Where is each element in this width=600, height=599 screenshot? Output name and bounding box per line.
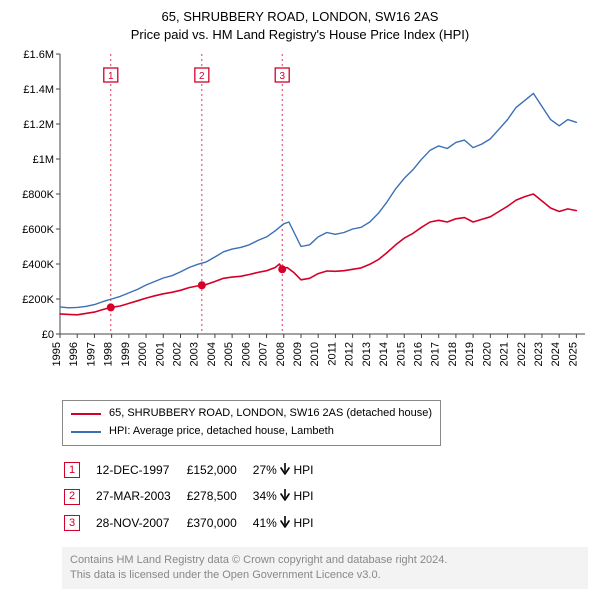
svg-text:£400K: £400K <box>22 259 54 271</box>
svg-text:£0: £0 <box>42 329 54 341</box>
svg-text:2005: 2005 <box>223 342 235 366</box>
footer-note: Contains HM Land Registry data © Crown c… <box>62 547 588 589</box>
svg-text:2000: 2000 <box>137 342 149 366</box>
svg-text:2013: 2013 <box>361 342 373 366</box>
svg-text:£600K: £600K <box>22 224 54 236</box>
legend-label: HPI: Average price, detached house, Lamb… <box>109 423 334 441</box>
legend-swatch <box>71 413 101 415</box>
svg-text:2011: 2011 <box>326 342 338 366</box>
footer-line1: Contains HM Land Registry data © Crown c… <box>70 553 580 568</box>
sale-price: £152,000 <box>187 458 251 483</box>
svg-text:2012: 2012 <box>344 342 356 366</box>
chart: £0 £200K £400K £600K £800K £1M £1.2M £1.4M £1.6M… <box>10 44 590 394</box>
svg-text:£1.2M: £1.2M <box>23 119 54 131</box>
sale-date: 28-NOV-2007 <box>96 511 185 536</box>
svg-text:£800K: £800K <box>22 189 54 201</box>
title-address: 65, SHRUBBERY ROAD, LONDON, SW16 2AS <box>10 8 590 26</box>
svg-text:£1.6M: £1.6M <box>23 49 54 61</box>
sale-marker-icon: 2 <box>64 489 80 505</box>
svg-text:1999: 1999 <box>120 342 132 366</box>
legend: 65, SHRUBBERY ROAD, LONDON, SW16 2AS (de… <box>62 400 441 445</box>
svg-text:2020: 2020 <box>481 342 493 366</box>
sale-row: 3 28-NOV-2007£370,00041% HPI <box>64 511 327 536</box>
svg-text:2001: 2001 <box>154 342 166 366</box>
svg-text:2025: 2025 <box>567 342 579 366</box>
legend-item: 65, SHRUBBERY ROAD, LONDON, SW16 2AS (de… <box>71 405 432 423</box>
svg-text:£200K: £200K <box>22 294 54 306</box>
arrow-down-icon <box>280 516 290 528</box>
sale-marker-cell: 2 <box>64 484 94 509</box>
sale-marker-cell: 3 <box>64 511 94 536</box>
sale-date: 12-DEC-1997 <box>96 458 185 483</box>
sale-marker-cell: 1 <box>64 458 94 483</box>
svg-text:1996: 1996 <box>68 342 80 366</box>
svg-text:1: 1 <box>108 71 114 82</box>
svg-text:2015: 2015 <box>395 342 407 366</box>
sale-pct: 27% HPI <box>253 458 328 483</box>
sale-marker-icon: 3 <box>64 515 80 531</box>
sales-table: 1 12-DEC-1997£152,00027% HPI 2 27-MAR-2003£… <box>62 456 329 538</box>
svg-text:2006: 2006 <box>240 342 252 366</box>
legend-item: HPI: Average price, detached house, Lamb… <box>71 423 432 441</box>
svg-text:2004: 2004 <box>206 342 218 366</box>
svg-text:2018: 2018 <box>447 342 459 366</box>
svg-text:2010: 2010 <box>309 342 321 366</box>
sale-row: 2 27-MAR-2003£278,50034% HPI <box>64 484 327 509</box>
legend-label: 65, SHRUBBERY ROAD, LONDON, SW16 2AS (de… <box>109 405 432 423</box>
title-subtitle: Price paid vs. HM Land Registry's House … <box>10 26 590 44</box>
svg-text:2023: 2023 <box>533 342 545 366</box>
sale-price: £278,500 <box>187 484 251 509</box>
svg-text:1997: 1997 <box>85 342 97 366</box>
svg-text:2007: 2007 <box>258 342 270 366</box>
svg-text:2021: 2021 <box>499 342 511 366</box>
svg-text:£1.4M: £1.4M <box>23 84 54 96</box>
sale-marker-icon: 1 <box>64 462 80 478</box>
svg-text:2016: 2016 <box>412 342 424 366</box>
svg-text:2022: 2022 <box>516 342 528 366</box>
svg-text:2017: 2017 <box>430 342 442 366</box>
svg-text:1995: 1995 <box>51 342 63 366</box>
legend-swatch <box>71 431 101 433</box>
footer-line2: This data is licensed under the Open Gov… <box>70 568 580 583</box>
svg-text:2: 2 <box>199 71 205 82</box>
svg-text:2003: 2003 <box>189 342 201 366</box>
sale-pct: 34% HPI <box>253 484 328 509</box>
svg-text:£1M: £1M <box>33 154 54 166</box>
chart-svg: £0 £200K £400K £600K £800K £1M £1.2M £1.4M £1.6M… <box>10 44 590 394</box>
svg-text:2024: 2024 <box>550 342 562 366</box>
sale-row: 1 12-DEC-1997£152,00027% HPI <box>64 458 327 483</box>
sale-pct: 41% HPI <box>253 511 328 536</box>
svg-text:3: 3 <box>279 71 285 82</box>
arrow-down-icon <box>280 489 290 501</box>
sale-date: 27-MAR-2003 <box>96 484 185 509</box>
svg-text:2002: 2002 <box>171 342 183 366</box>
svg-text:2019: 2019 <box>464 342 476 366</box>
svg-text:2014: 2014 <box>378 342 390 366</box>
page: 65, SHRUBBERY ROAD, LONDON, SW16 2AS Pri… <box>0 0 600 599</box>
svg-text:1998: 1998 <box>103 342 115 366</box>
svg-text:2009: 2009 <box>292 342 304 366</box>
sale-price: £370,000 <box>187 511 251 536</box>
title-block: 65, SHRUBBERY ROAD, LONDON, SW16 2AS Pri… <box>10 8 590 44</box>
arrow-down-icon <box>280 463 290 475</box>
svg-text:2008: 2008 <box>275 342 287 366</box>
